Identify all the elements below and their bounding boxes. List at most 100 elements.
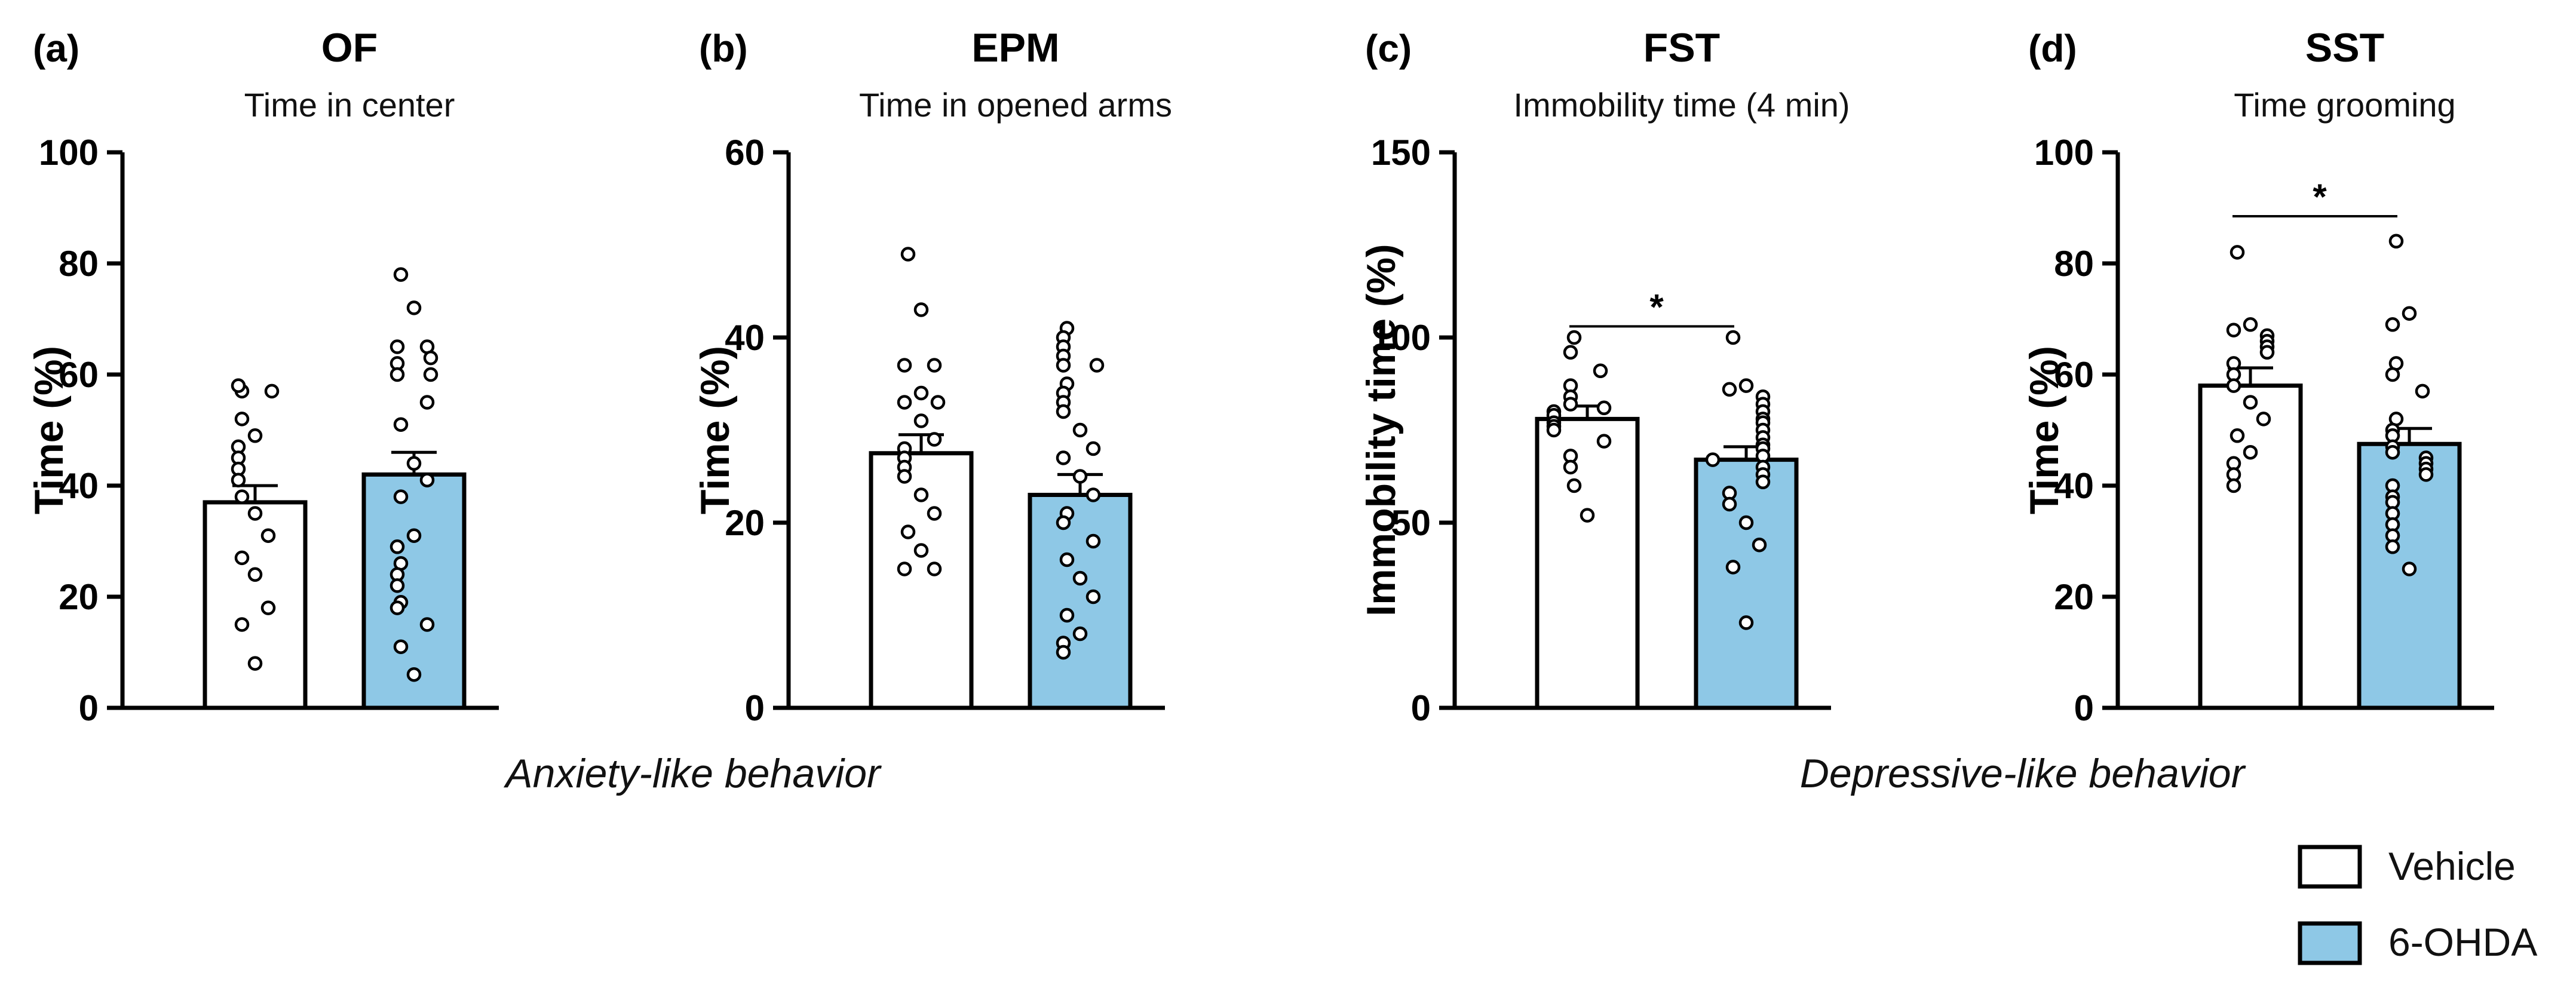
- group-label-depressive: Depressive-like behavior: [1800, 751, 2246, 796]
- y-tick-label: 80: [2054, 244, 2094, 284]
- panel-letter: (b): [699, 27, 748, 70]
- panel-letter: (a): [33, 27, 79, 70]
- data-point: [2243, 395, 2258, 410]
- data-point: [1725, 560, 1741, 575]
- data-point: [1072, 469, 1088, 484]
- data-point: [913, 487, 929, 502]
- data-point: [393, 639, 409, 654]
- data-point: [1056, 404, 1071, 419]
- data-point: [897, 561, 912, 576]
- y-axis-label: Time (%): [692, 346, 738, 514]
- data-point: [2230, 245, 2245, 260]
- data-point: [1056, 358, 1071, 373]
- panel-sst: (d) SST Time grooming Time (%) 0 20 40 60 80 100 *: [2022, 25, 2494, 728]
- data-point: [2402, 306, 2417, 321]
- data-point: [1755, 474, 1771, 490]
- data-point: [1738, 378, 1754, 393]
- data-point: [927, 561, 942, 576]
- data-point: [1072, 570, 1088, 586]
- data-point: [2402, 561, 2417, 576]
- data-point: [231, 378, 246, 393]
- y-tick-label: 100: [2034, 133, 2094, 173]
- data-point: [423, 367, 438, 382]
- data-point: [1738, 515, 1754, 530]
- panels: (a) OF Time in center Time (%) 0 20 40 60 80 100 (…: [26, 25, 2494, 728]
- panel-letter: (d): [2028, 27, 2077, 70]
- y-axis-label: Time (%): [2022, 346, 2067, 514]
- y-tick-label: 60: [725, 133, 765, 173]
- data-point: [2418, 467, 2434, 482]
- data-point: [406, 667, 422, 682]
- data-point: [390, 367, 405, 382]
- data-point: [393, 417, 409, 432]
- data-point: [913, 385, 929, 401]
- y-tick-label: 40: [59, 466, 99, 506]
- significance-star: *: [2313, 177, 2327, 217]
- data-point: [897, 358, 912, 373]
- data-point: [1722, 382, 1737, 397]
- data-point: [2226, 478, 2241, 493]
- data-point: [1072, 626, 1088, 642]
- data-point: [234, 489, 250, 504]
- legend-swatch-6-ohda: [2298, 921, 2362, 965]
- data-point: [1085, 487, 1101, 502]
- data-point: [390, 539, 405, 554]
- y-tick-label: 100: [39, 133, 99, 173]
- data-point: [1085, 589, 1101, 605]
- data-point: [900, 247, 916, 262]
- data-point: [1566, 330, 1582, 345]
- data-point: [1738, 615, 1754, 630]
- data-point: [1593, 363, 1608, 379]
- legend: Vehicle 6-OHDA: [2298, 844, 2537, 965]
- data-point: [247, 656, 263, 671]
- data-point: [260, 600, 276, 615]
- y-tick-label: 0: [2074, 688, 2094, 728]
- panel-title: SST: [2305, 25, 2384, 70]
- data-point: [897, 469, 912, 484]
- panel-title: OF: [321, 25, 378, 70]
- legend-label-6-ohda: 6-OHDA: [2388, 920, 2537, 964]
- data-point: [1722, 496, 1737, 512]
- data-point: [2230, 428, 2245, 443]
- data-point: [390, 600, 405, 615]
- data-point: [231, 472, 246, 487]
- y-tick-label: 20: [2054, 577, 2094, 617]
- panel-title: EPM: [971, 25, 1059, 70]
- legend-swatch-vehicle: [2298, 845, 2362, 889]
- bar-vehicle: [203, 500, 308, 710]
- data-point: [1563, 397, 1578, 412]
- data-point: [1705, 452, 1721, 467]
- y-tick-label: 0: [745, 688, 765, 728]
- panel-subtitle: Time in center: [244, 86, 455, 124]
- data-point: [2385, 367, 2400, 382]
- data-point: [1580, 508, 1595, 523]
- data-point: [913, 413, 929, 428]
- data-point: [234, 412, 250, 427]
- data-point: [1596, 400, 1612, 416]
- data-point: [897, 395, 912, 410]
- data-point: [393, 489, 409, 504]
- y-tick-label: 40: [725, 318, 765, 358]
- data-point: [2259, 345, 2275, 360]
- panel-letter: (c): [1365, 27, 1412, 70]
- significance-star: *: [1649, 287, 1664, 327]
- data-point: [234, 550, 250, 566]
- panel-subtitle: Time in opened arms: [859, 86, 1172, 124]
- data-point: [419, 472, 435, 487]
- data-point: [927, 506, 942, 521]
- y-tick-label: 100: [1371, 318, 1431, 358]
- bar-6-ohda: [1028, 493, 1133, 710]
- data-point: [927, 358, 942, 373]
- data-point: [2226, 323, 2241, 337]
- data-point: [1085, 533, 1101, 549]
- data-point: [390, 339, 405, 354]
- bar-vehicle: [2198, 383, 2303, 710]
- data-point: [2226, 378, 2241, 393]
- data-point: [2415, 383, 2430, 399]
- data-point: [247, 567, 263, 582]
- bar-6-ohda: [1694, 458, 1799, 710]
- legend-label-vehicle: Vehicle: [2388, 844, 2516, 888]
- y-tick-label: 60: [2054, 355, 2094, 395]
- data-point: [247, 506, 263, 521]
